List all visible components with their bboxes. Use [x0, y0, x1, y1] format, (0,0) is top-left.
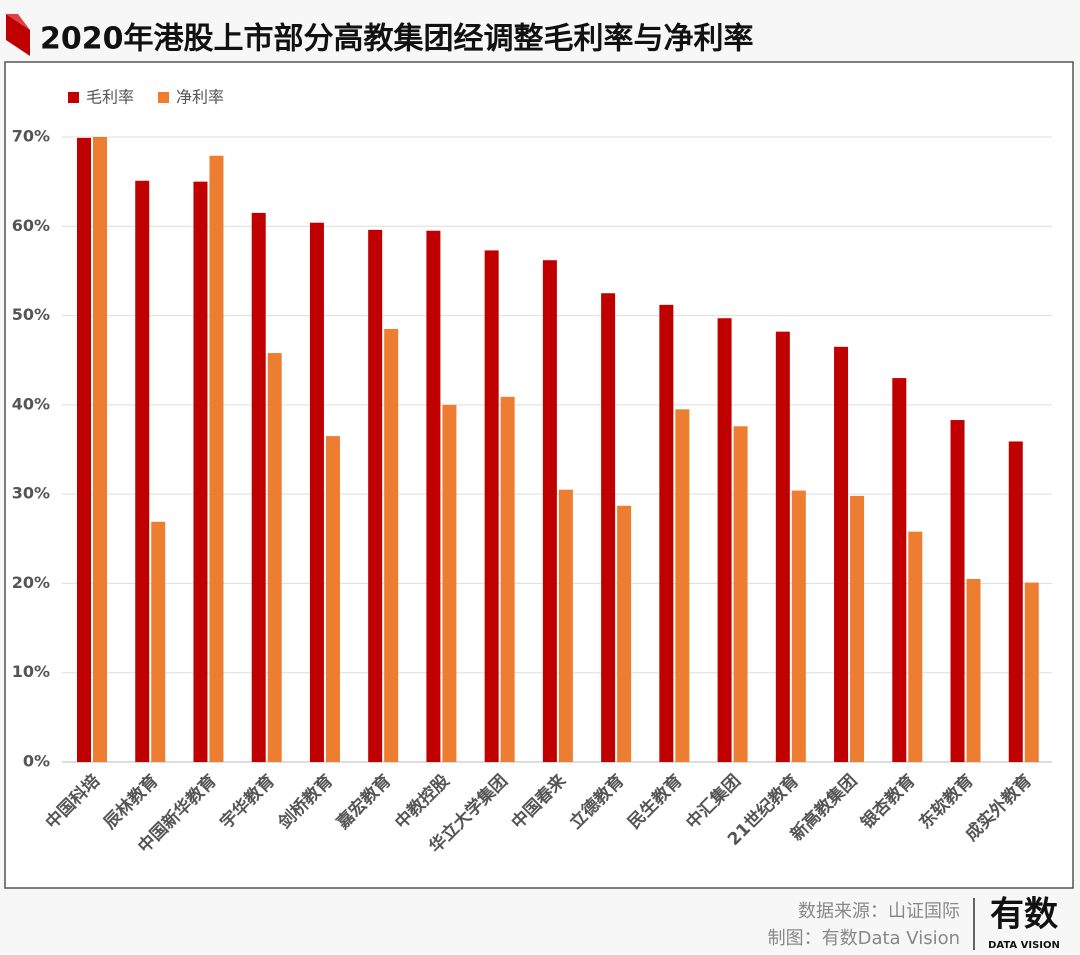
- bar: [426, 230, 441, 762]
- bar: [775, 331, 790, 762]
- chart-frame: [4, 61, 1074, 889]
- y-tick-label: 40%: [12, 394, 50, 413]
- y-tick-label: 0%: [23, 752, 50, 771]
- bar: [500, 396, 515, 762]
- y-tick-label: 20%: [12, 573, 50, 592]
- bar: [659, 304, 674, 762]
- y-tick-label: 10%: [12, 662, 50, 681]
- credit-note: 制图：有数Data Vision: [768, 928, 960, 949]
- bar: [77, 137, 91, 763]
- legend-swatch: [158, 92, 169, 103]
- legend-label: 毛利率: [86, 88, 134, 107]
- logo: 有数: [990, 895, 1058, 935]
- bar: [617, 505, 632, 762]
- bar: [542, 260, 557, 762]
- bar: [966, 578, 981, 762]
- y-tick-label: 60%: [12, 216, 50, 235]
- bar: [675, 409, 690, 762]
- legend-label: 净利率: [176, 88, 224, 107]
- bar: [1008, 441, 1023, 762]
- bar: [442, 404, 457, 762]
- bar: [93, 137, 107, 762]
- bar: [309, 222, 324, 762]
- bar: [135, 180, 150, 762]
- bar: [209, 155, 224, 762]
- legend-swatch: [68, 92, 79, 103]
- bar: [908, 531, 923, 762]
- bar: [267, 353, 282, 762]
- bar: [251, 212, 266, 763]
- bar: [193, 181, 208, 763]
- source-note: 数据来源：山证国际: [798, 901, 960, 922]
- title-icon-fold: [6, 14, 30, 30]
- bar: [791, 490, 806, 762]
- bar: [384, 328, 399, 762]
- bar: [151, 521, 166, 762]
- bar: [733, 426, 748, 762]
- y-tick-label: 30%: [12, 484, 50, 503]
- y-tick-label: 70%: [12, 127, 50, 146]
- bar: [558, 489, 573, 762]
- bar: [717, 318, 732, 762]
- logo-sub: DATA VISION: [988, 940, 1060, 951]
- title-icon: [6, 14, 30, 56]
- bar: [484, 250, 499, 762]
- bar: [1024, 582, 1039, 762]
- bar: [601, 293, 616, 762]
- bar: [892, 378, 907, 762]
- bar: [834, 346, 849, 762]
- chart-title: 2020年港股上市部分高教集团经调整毛利率与净利率: [40, 22, 754, 57]
- bar: [325, 436, 340, 762]
- bar: [368, 229, 383, 762]
- bar: [850, 495, 865, 762]
- y-tick-label: 50%: [12, 305, 50, 324]
- bar: [950, 420, 965, 762]
